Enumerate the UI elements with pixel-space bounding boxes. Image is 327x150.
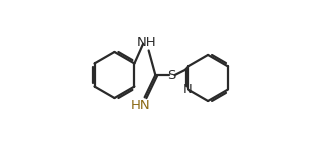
Text: NH: NH (137, 36, 156, 49)
Text: N: N (182, 83, 192, 96)
Text: HN: HN (131, 99, 150, 112)
Text: S: S (167, 69, 176, 81)
